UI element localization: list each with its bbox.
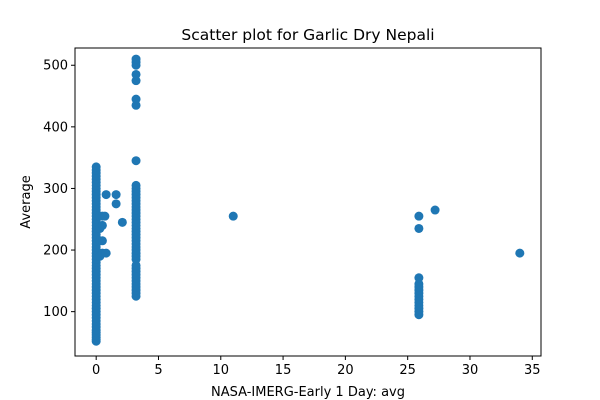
data-point [131,260,141,270]
data-point [131,69,141,79]
y-tick-label: 500 [43,59,68,74]
chart-title: Scatter plot for Garlic Dry Nepali [181,26,434,44]
x-tick-label: 0 [92,363,100,378]
data-point [430,205,440,215]
y-axis-label: Average [19,175,34,228]
data-point [117,217,127,227]
data-point [101,190,111,200]
data-point [131,156,141,166]
x-tick-label: 10 [213,363,230,378]
data-point [97,236,107,246]
data-point [91,162,101,172]
data-point [131,54,141,64]
data-point [414,279,424,289]
y-tick-label: 200 [43,244,68,259]
data-point [228,211,238,221]
y-tick-label: 400 [43,120,68,135]
data-point [97,220,107,230]
data-point [131,180,141,190]
x-axis-label: NASA-IMERG-Early 1 Day: avg [211,385,405,400]
data-point [414,211,424,221]
data-point [100,211,110,221]
x-tick-label: 5 [154,363,162,378]
data-point [111,190,121,200]
points-layer [91,54,525,346]
x-tick-label: 20 [337,363,354,378]
x-tick-label: 15 [275,363,292,378]
ticks-layer: 0 5 10 15 20 25 30 35 100 200 300 400 500 [43,59,540,378]
data-point [414,273,424,283]
y-tick-label: 100 [43,305,68,320]
x-tick-label: 35 [524,363,541,378]
data-point [131,76,141,86]
data-point [111,199,121,209]
data-point [515,248,525,258]
y-tick-label: 300 [43,182,68,197]
data-point [131,94,141,104]
data-point [131,100,141,110]
x-tick-label: 30 [462,363,479,378]
data-point [414,223,424,233]
data-point [101,248,111,258]
x-tick-label: 25 [399,363,416,378]
plot-frame [74,47,542,357]
